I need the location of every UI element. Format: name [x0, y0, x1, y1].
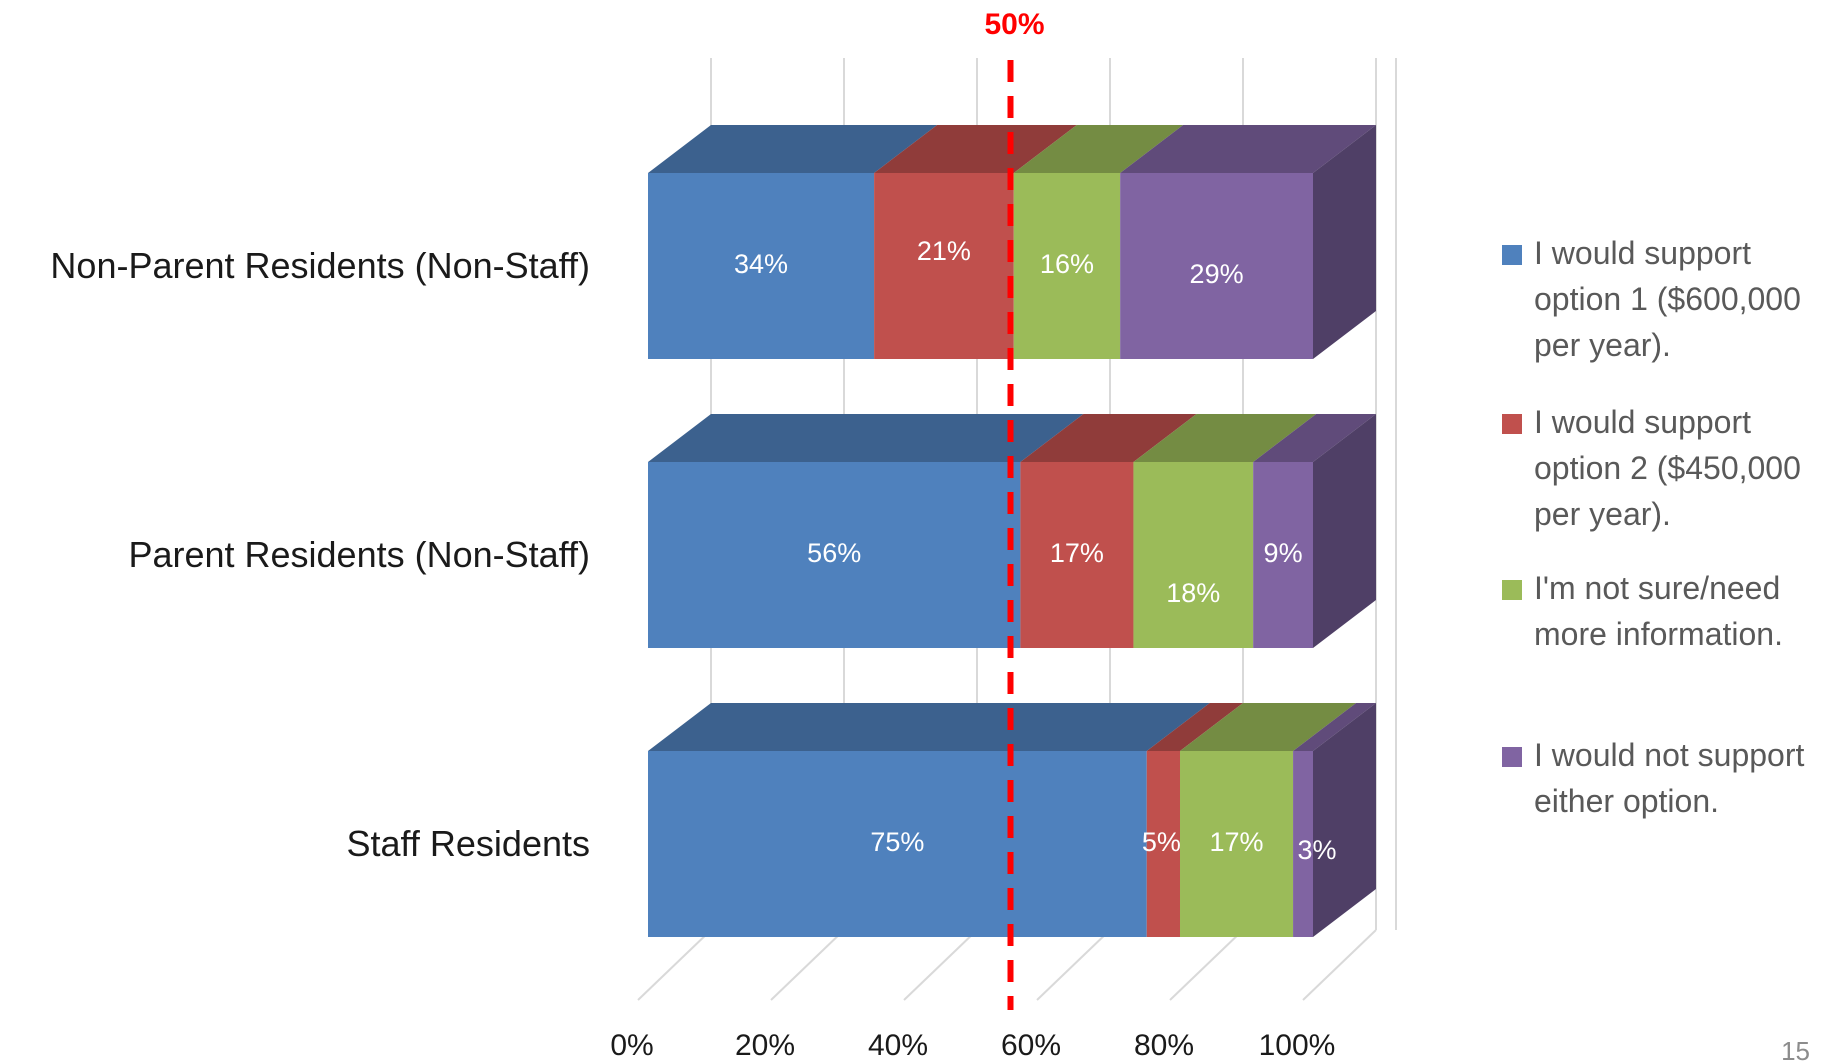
data-label: 21%: [917, 236, 971, 266]
bar-top-face: [1133, 414, 1317, 462]
legend-label: I would support option 1 ($600,000 per yea…: [1534, 235, 1801, 363]
x-tick-label: 40%: [868, 1029, 928, 1061]
data-label: 16%: [1040, 249, 1094, 279]
data-label: 18%: [1166, 578, 1220, 608]
data-label: 29%: [1190, 259, 1244, 289]
data-label: 5%: [1142, 827, 1181, 857]
legend-swatch: [1502, 245, 1522, 265]
x-tick-label: 60%: [1001, 1029, 1061, 1061]
x-tick-label: 80%: [1134, 1029, 1194, 1061]
bar-top-face: [648, 125, 938, 173]
bar-top-face: [1293, 703, 1376, 751]
legend-label: I'm not sure/need more information.: [1534, 570, 1783, 652]
x-tick-label: 100%: [1259, 1029, 1336, 1061]
reference-line-group: 50%: [984, 8, 1045, 1010]
bar-side-face: [1313, 703, 1376, 937]
chart-axis-labels: Non-Parent Residents (Non-Staff) Parent R…: [50, 245, 1335, 1061]
page-number: 15: [1781, 1036, 1810, 1061]
gridline-floor: [1169, 929, 1244, 1001]
chart-value-labels: 34% 21% 16% 29% 56% 17% 18% 9% 75% 5% 17% 3%: [734, 236, 1337, 865]
data-label: 56%: [807, 538, 861, 568]
gridline-floor: [637, 929, 712, 1001]
bar-segment: [874, 173, 1014, 359]
bar-segment: [1253, 462, 1313, 648]
legend-swatch: [1502, 580, 1522, 600]
bar-segment: [1120, 173, 1313, 359]
data-label: 34%: [734, 249, 788, 279]
bar-segment: [1146, 751, 1180, 937]
bar-segment: [648, 462, 1021, 648]
legend-swatch: [1502, 747, 1522, 767]
gridline-floor: [1036, 929, 1111, 1001]
bar-segment: [1133, 462, 1254, 648]
category-label: Staff Residents: [347, 823, 590, 864]
bar-segment: [1293, 751, 1313, 937]
gridline-floor: [1302, 929, 1377, 1001]
bar-side-face: [1313, 414, 1376, 648]
bar-top-face: [1253, 414, 1376, 462]
chart-bars: [648, 125, 1376, 937]
data-label: 75%: [870, 827, 924, 857]
data-label: 3%: [1298, 835, 1337, 865]
bar-top-face: [1120, 125, 1376, 173]
bar-top-face: [1180, 703, 1357, 751]
bar-top-face: [1013, 125, 1184, 173]
x-tick-label: 0%: [610, 1029, 653, 1061]
bar-top-face: [1146, 703, 1243, 751]
bar-segment: [1020, 462, 1134, 648]
gridline-floor: [903, 929, 978, 1001]
bar-segment: [1180, 751, 1294, 937]
bar-segment: [648, 173, 875, 359]
legend-swatch: [1502, 414, 1522, 434]
gridline-floor: [770, 929, 845, 1001]
chart-legend: I would support option 1 ($600,000 per yea…: [1502, 235, 1805, 819]
bar-segment: [1013, 173, 1121, 359]
x-tick-label: 20%: [735, 1029, 795, 1061]
bar-top-face: [1020, 414, 1197, 462]
category-label: Parent Residents (Non-Staff): [128, 534, 590, 575]
bar-top-face: [648, 703, 1210, 751]
category-label: Non-Parent Residents (Non-Staff): [50, 245, 590, 286]
reference-line-label: 50%: [984, 8, 1044, 41]
bar-top-face: [874, 125, 1077, 173]
data-label: 17%: [1210, 827, 1264, 857]
data-label: 9%: [1264, 538, 1303, 568]
legend-label: I would support option 2 ($450,000 per yea…: [1534, 404, 1801, 532]
bar-segment: [648, 751, 1147, 937]
bar-side-face: [1313, 125, 1376, 359]
legend-label: I would not support either option.: [1534, 737, 1805, 819]
bar-top-face: [648, 414, 1084, 462]
data-label: 17%: [1050, 538, 1104, 568]
